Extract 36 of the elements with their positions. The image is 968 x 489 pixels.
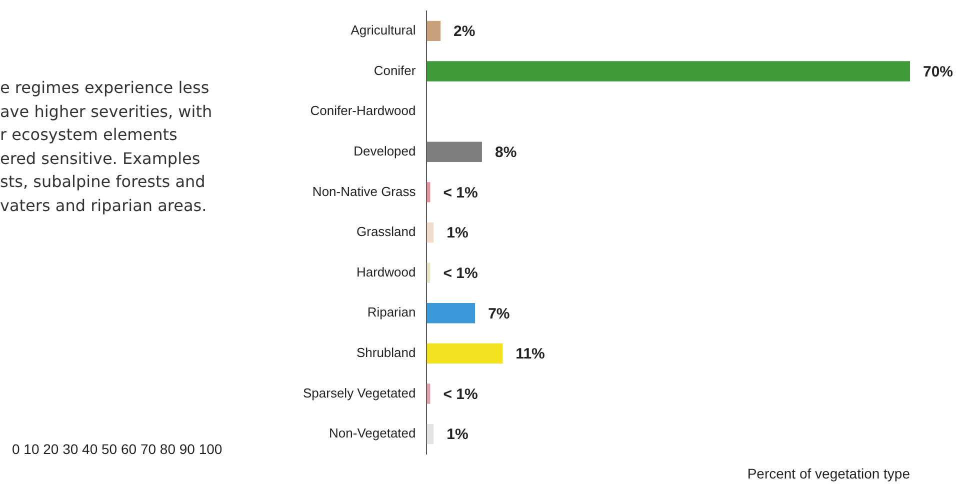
text: ave higher severities, with — [0, 100, 212, 122]
y-tick-label: Agricultural — [350, 22, 416, 38]
y-tick-label: Riparian — [367, 304, 416, 320]
bar — [426, 343, 503, 364]
text: 0 10 20 30 40 50 60 70 80 90 100 — [12, 441, 222, 457]
y-tick-label: Hardwood — [356, 264, 416, 280]
text: sts, subalpine forests and — [0, 171, 206, 193]
y-tick-label: Developed — [354, 143, 416, 158]
y-tick-label: Non-Vegetated — [329, 426, 416, 441]
data-label: 70% — [923, 63, 954, 80]
bar — [426, 61, 910, 82]
y-tick-label: Shrubland — [356, 345, 416, 360]
data-label: 1% — [446, 224, 468, 242]
data-label: < 1% — [443, 386, 478, 403]
y-tick-label: Non-Native Grass — [312, 184, 416, 199]
bar — [426, 303, 476, 324]
data-label: < 1% — [443, 264, 478, 282]
bar — [426, 20, 441, 42]
bar — [426, 222, 434, 243]
text: ered sensitive. Examples — [0, 148, 202, 170]
data-label: 8% — [494, 144, 517, 162]
text: r ecosystem elements — [0, 124, 178, 146]
bar — [426, 424, 434, 444]
y-tick-label: Grassland — [356, 224, 416, 240]
data-label: 2% — [454, 23, 476, 40]
y-tick-label: Sparsely Vegetated — [302, 385, 416, 400]
y-tick-label: Conifer — [374, 62, 416, 78]
bar — [426, 142, 482, 162]
text: e regimes experience less — [0, 77, 210, 99]
data-label: < 1% — [443, 184, 478, 202]
y-tick-label: Conifer-Hardwood — [310, 103, 416, 118]
data-label: 11% — [516, 346, 545, 363]
text: vaters and riparian areas. — [0, 194, 208, 216]
x-axis-title: Percent of vegetation type — [747, 465, 910, 482]
data-label: 7% — [488, 305, 510, 322]
data-label: 1% — [446, 426, 468, 444]
